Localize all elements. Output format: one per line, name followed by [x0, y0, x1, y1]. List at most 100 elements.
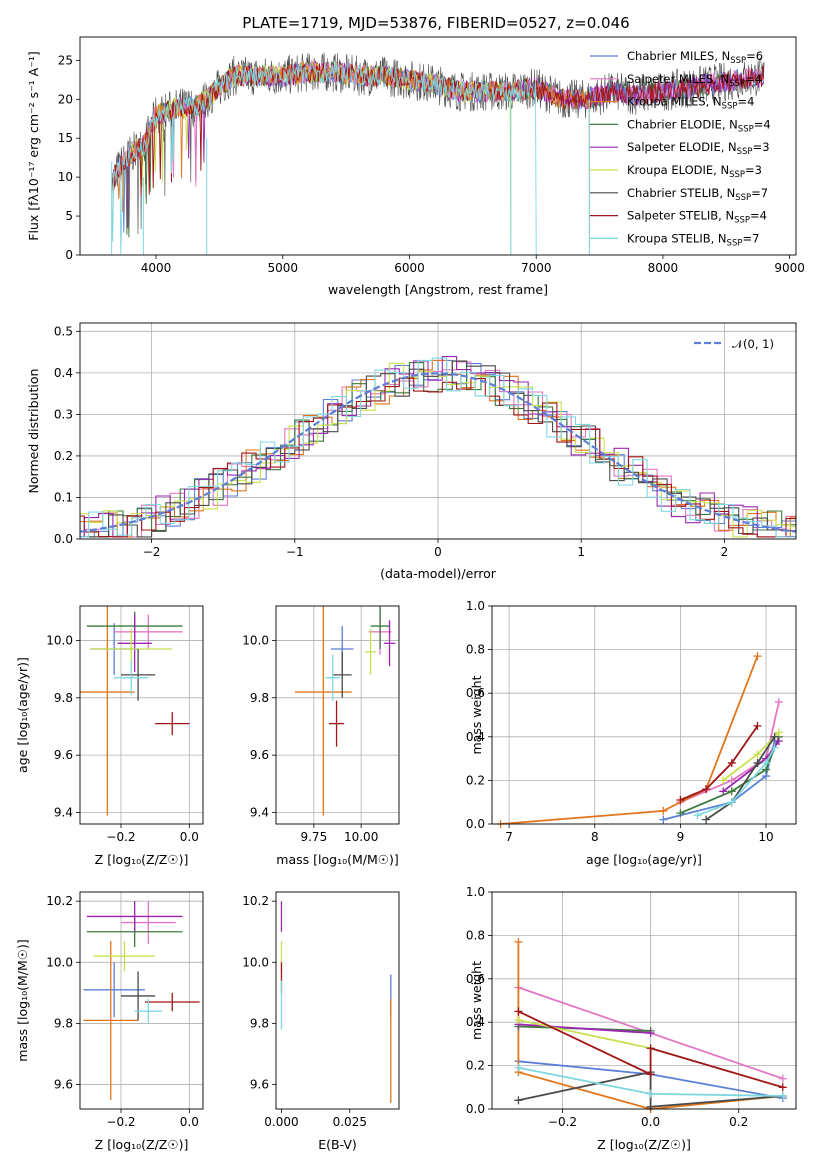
axes-frame	[79, 36, 797, 256]
weight-marker	[753, 721, 762, 730]
y-axis-label: Flux [fλ10⁻¹⁷ erg cm⁻² s⁻¹ A⁻¹]	[26, 51, 41, 240]
weight-marker	[676, 809, 685, 818]
y-tick-label: 10.0	[46, 955, 73, 969]
x-tick-label: 0.0	[180, 830, 199, 844]
y-tick-label: 9.6	[54, 1078, 73, 1092]
y-tick-label: 10	[58, 170, 73, 184]
weight-marker	[770, 732, 779, 741]
axes-frame	[275, 891, 400, 1110]
weight-marker	[646, 1070, 655, 1079]
weight-marker	[514, 1016, 523, 1025]
gaussian-curve	[79, 372, 797, 533]
y-tick-label: 0.5	[54, 324, 73, 338]
y-tick-label: 0.1	[54, 490, 73, 504]
legend-entry: 𝒩(0, 1)	[732, 337, 774, 351]
weight-marker	[702, 785, 711, 794]
y-tick-label: 25	[58, 53, 73, 67]
x-axis-label: mass [log₁₀(M/M☉)]	[276, 852, 398, 867]
x-axis-label: Z [log₁₀(Z/Z☉)]	[597, 1137, 691, 1152]
y-tick-label: 0.3	[54, 407, 73, 421]
x-tick-label: −0.2	[548, 1115, 577, 1129]
axes-frame	[79, 605, 204, 825]
weight-marker	[646, 1044, 655, 1053]
y-tick-label: 0.4	[54, 366, 73, 380]
weight-marker	[753, 750, 762, 759]
weight-marker	[514, 937, 523, 946]
x-tick-label: 0	[434, 545, 442, 559]
weight-marker	[774, 697, 783, 706]
x-tick-label: 9.75	[300, 830, 327, 844]
weight-marker	[514, 1007, 523, 1016]
weight-marker	[753, 758, 762, 767]
x-tick-label: 9000	[774, 261, 805, 275]
weight-marker	[727, 798, 736, 807]
weight-marker	[646, 1089, 655, 1098]
figure-title: PLATE=1719, MJD=53876, FIBERID=0527, z=0…	[242, 14, 629, 32]
weight-marker	[646, 1102, 655, 1111]
y-tick-label: 9.8	[54, 1016, 73, 1030]
panel-mass-weight-vs-Z: −0.2 0.0 0.2 0.0 0.2 0.4 0.6 0.8 1.0 Z [log₁₀(Z/Z…	[466, 885, 797, 1152]
panel-age-vs-mass: 9.75 10.00 9.4 9.6 9.8 10.0 mass [log₁₀(M/M☉)]	[242, 605, 400, 867]
x-tick-label: 9	[677, 830, 685, 844]
panel-residuals: −2 −1 0 1 2 0.0 0.1 0.2 0.3 0.4 0.5 𝒩(0, 1) (data-mo…	[26, 322, 797, 581]
legend-entry: Kroupa MILES, NSSP=4	[627, 95, 754, 112]
panel-spectrum: PLATE=1719, MJD=53876, FIBERID=0527, z=0…	[26, 14, 805, 297]
legend-entry: Kroupa ELODIE, NSSP=3	[627, 163, 762, 180]
legend-entry: Chabrier MILES, NSSP=6	[627, 49, 763, 66]
panel-mass-vs-ebv: 0.000 0.025 9.6 9.8 10.0 10.2 E(B-V)	[242, 891, 400, 1152]
x-tick-label: 5000	[267, 261, 298, 275]
y-tick-label: 9.8	[250, 1016, 269, 1030]
x-tick-label: 0.025	[333, 1115, 367, 1129]
x-tick-label: −2	[143, 545, 161, 559]
y-tick-label: 10.2	[46, 894, 73, 908]
y-tick-label: 10.0	[242, 633, 269, 647]
legend-entry: Salpeter MILES, NSSP=4	[627, 72, 762, 89]
weight-line	[500, 655, 759, 824]
weight-marker	[676, 796, 685, 805]
legend-entry: Salpeter ELODIE, NSSP=3	[627, 140, 770, 157]
weight-marker	[774, 737, 783, 746]
x-tick-label: 8	[591, 830, 599, 844]
weight-line	[517, 941, 783, 1109]
y-tick-label: 0.6	[466, 972, 485, 986]
weight-marker	[774, 728, 783, 737]
weight-marker	[646, 1029, 655, 1038]
weight-line	[705, 736, 776, 821]
x-tick-label: 10.00	[344, 830, 378, 844]
legend-entry: Chabrier STELIB, NSSP=7	[627, 186, 768, 203]
y-tick-label: 1.0	[466, 885, 485, 899]
spectrum-line	[111, 61, 537, 255]
weight-marker	[762, 758, 771, 767]
weight-marker	[514, 1096, 523, 1105]
spectrum-line	[111, 60, 590, 255]
y-axis-label: mass weight	[469, 675, 484, 754]
panel-mass-weight-vs-age: 7 8 9 10 0.0 0.2 0.4 0.6 0.8 1.0 age [log₁₀(age/yr…	[466, 599, 797, 867]
y-tick-label: 0.2	[466, 1059, 485, 1073]
x-tick-label: −1	[286, 545, 304, 559]
x-tick-label: 1	[577, 545, 585, 559]
x-tick-label: 7000	[521, 261, 552, 275]
y-tick-label: 0.8	[466, 643, 485, 657]
axes-frame	[79, 891, 204, 1110]
x-tick-label: 4000	[141, 261, 172, 275]
y-axis-label: Normed distribution	[26, 369, 41, 494]
weight-marker	[659, 806, 668, 815]
y-tick-label: 9.8	[250, 691, 269, 705]
y-tick-label: 0.0	[466, 817, 485, 831]
histogram-series	[80, 360, 796, 538]
axes-frame	[491, 605, 797, 825]
y-tick-label: 0.8	[466, 928, 485, 942]
weight-line	[680, 725, 759, 801]
x-axis-label: wavelength [Angstrom, rest frame]	[328, 282, 548, 297]
histogram-series	[80, 361, 796, 538]
y-axis-label: mass [log₁₀(M/M☉)]	[15, 939, 30, 1061]
x-axis-label: E(B-V)	[318, 1137, 357, 1152]
y-axis-label: mass weight	[469, 961, 484, 1040]
x-tick-label: 6000	[394, 261, 425, 275]
axes-frame	[275, 605, 400, 825]
weight-marker	[727, 776, 736, 785]
y-tick-label: 10.0	[46, 633, 73, 647]
weight-marker	[778, 1074, 787, 1083]
y-tick-label: 0.4	[466, 730, 485, 744]
